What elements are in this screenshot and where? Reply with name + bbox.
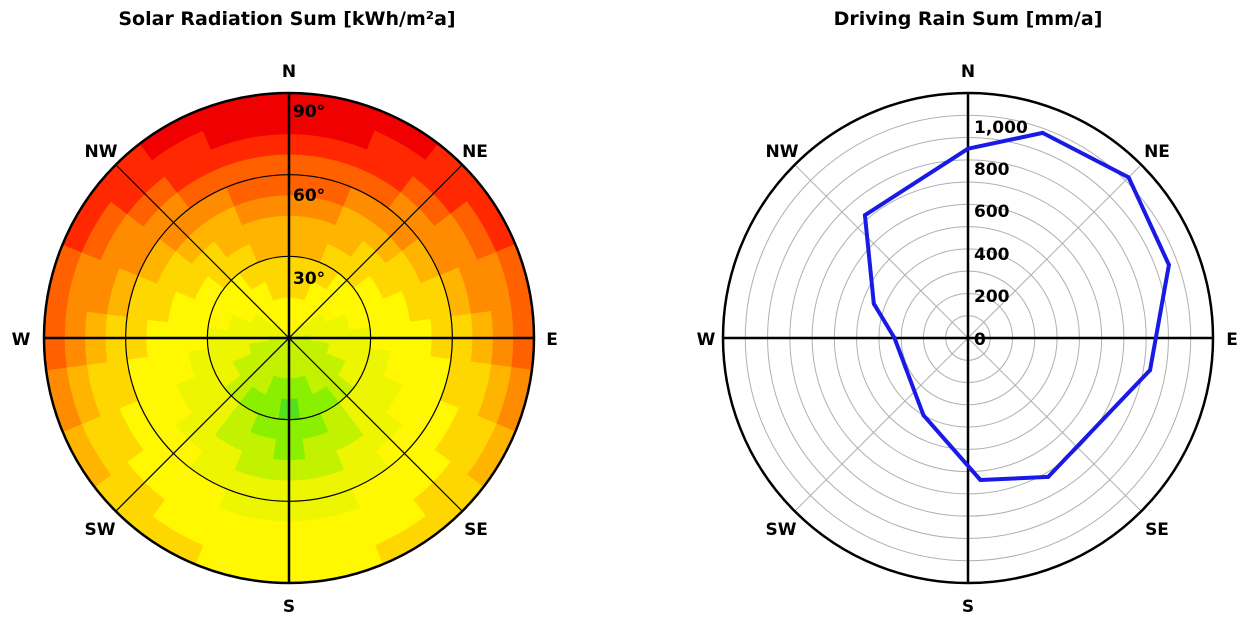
dir-label-w: W bbox=[697, 330, 716, 350]
series-point bbox=[862, 213, 867, 218]
direction-labels: N NE E SE S SW W NW bbox=[12, 62, 558, 617]
dir-label-sw: SW bbox=[85, 520, 116, 540]
tick-label-800: 800 bbox=[974, 160, 1010, 180]
series-point bbox=[921, 413, 926, 418]
series-point bbox=[1046, 474, 1051, 479]
series-point bbox=[892, 336, 897, 340]
dir-label-se: SE bbox=[464, 520, 488, 540]
series-point bbox=[903, 365, 908, 370]
tilt-label-90: 90° bbox=[293, 102, 325, 122]
radial-grid bbox=[721, 91, 1215, 585]
driving-rain-chart: Driving Rain Sum [mm/a] 0 200 400 600 80… bbox=[697, 8, 1238, 617]
dir-label-ne: NE bbox=[1144, 142, 1170, 162]
dir-label-nw: NW bbox=[766, 142, 799, 162]
dir-label-n: N bbox=[961, 62, 975, 82]
tick-label-1000: 1,000 bbox=[974, 118, 1028, 138]
dir-label-e: E bbox=[1226, 330, 1238, 350]
chart-title: Solar Radiation Sum [kWh/m²a] bbox=[118, 8, 455, 30]
tilt-label-30: 30° bbox=[293, 269, 325, 289]
series-point bbox=[871, 301, 876, 306]
tick-label-200: 200 bbox=[974, 287, 1010, 307]
series-point bbox=[1040, 130, 1045, 135]
radiation-heatmap bbox=[43, 92, 535, 584]
series-point bbox=[1166, 262, 1171, 267]
tick-label-0: 0 bbox=[974, 330, 986, 350]
tilt-grid bbox=[42, 91, 536, 585]
dir-label-e: E bbox=[546, 330, 558, 350]
chart-title: Driving Rain Sum [mm/a] bbox=[834, 8, 1103, 30]
dir-label-sw: SW bbox=[766, 520, 797, 540]
rain-series bbox=[862, 130, 1171, 483]
solar-radiation-chart: Solar Radiation Sum [kWh/m²a] N NE E SE … bbox=[12, 8, 558, 617]
dir-label-ne: NE bbox=[462, 142, 488, 162]
tick-label-600: 600 bbox=[974, 202, 1010, 222]
dir-label-s: S bbox=[283, 597, 295, 617]
direction-labels: N NE E SE S SW W NW bbox=[697, 62, 1238, 617]
series-point bbox=[966, 146, 970, 151]
dir-label-se: SE bbox=[1145, 520, 1169, 540]
dir-label-nw: NW bbox=[85, 142, 118, 162]
tilt-labels: 30° 60° 90° bbox=[293, 102, 325, 289]
series-point bbox=[1126, 175, 1131, 180]
dir-label-s: S bbox=[962, 597, 974, 617]
tick-label-400: 400 bbox=[974, 245, 1010, 265]
dir-label-n: N bbox=[282, 62, 296, 82]
dir-label-w: W bbox=[12, 330, 31, 350]
tilt-label-60: 60° bbox=[293, 186, 325, 206]
series-point bbox=[978, 478, 983, 483]
series-line bbox=[862, 130, 1171, 483]
series-point bbox=[1148, 368, 1153, 373]
radial-tick-labels: 0 200 400 600 800 1,000 bbox=[974, 118, 1028, 350]
